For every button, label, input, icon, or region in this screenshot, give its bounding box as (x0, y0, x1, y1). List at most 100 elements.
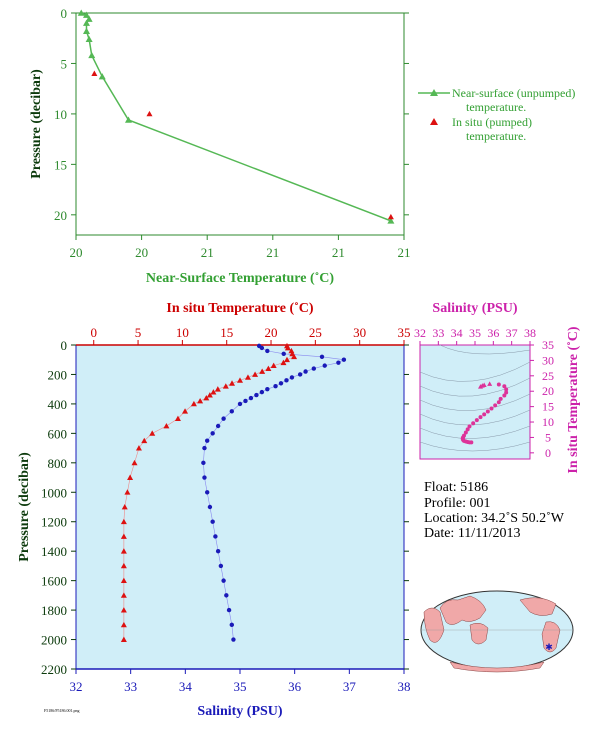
near-surface-y-ticks: 0 5 10 15 20 (54, 6, 409, 223)
temperature-point (203, 395, 210, 401)
salinity-point (341, 357, 347, 362)
near-surface-marks (77, 9, 395, 224)
salinity-point (265, 386, 270, 392)
near-surface-x-tick-label: 21 (332, 245, 345, 260)
ts-y-tick-label: 25 (542, 369, 554, 383)
temperature-point (120, 562, 127, 569)
temperature-point (210, 389, 217, 395)
ts-title: Salinity (PSU) (432, 301, 518, 316)
pressure-tick-label: 2200 (41, 662, 67, 677)
salinity-tick-label: 38 (398, 679, 411, 694)
salinity-point (273, 384, 278, 389)
pressure-tick-label: 1600 (41, 574, 67, 589)
salinity-point (311, 366, 316, 371)
legend-label-unpumped-line1: Near-surface (unpumped) (452, 86, 575, 100)
near-surface-y-tick-label: 10 (54, 107, 67, 122)
map-land-australia (469, 622, 489, 645)
ts-contour (419, 361, 531, 382)
ts-y-tick-label: 10 (542, 415, 554, 429)
near-surface-plot-frame (75, 12, 405, 236)
temperature-tick-label: 15 (220, 325, 233, 340)
ts-point (482, 412, 487, 417)
ts-point (471, 421, 476, 426)
salinity-point (224, 593, 229, 598)
in-situ-pumped-point (91, 70, 98, 76)
ts-point (478, 415, 483, 420)
near-surface-unpumped-point (82, 19, 90, 26)
salinity-point (205, 438, 210, 443)
salinity-point (303, 369, 308, 374)
legend-marker-unpumped (430, 89, 438, 96)
salinity-tick-label: 36 (288, 679, 302, 694)
ts-point (502, 393, 507, 398)
in-situ-pumped-point (146, 110, 153, 117)
temperature-point (124, 489, 131, 495)
legend-label-pumped-line1: In situ (pumped) (452, 115, 532, 129)
salinity-point (202, 445, 207, 451)
salinity-tick-label: 33 (124, 679, 137, 694)
temperature-point (120, 518, 127, 525)
ts-x-tick-label: 37 (506, 326, 518, 340)
pressure-axis-title: Pressure (decibar) (17, 452, 32, 562)
salinity-point (297, 372, 303, 377)
salinity-point (243, 398, 248, 404)
ts-point (467, 424, 472, 429)
in-situ-pumped-point (387, 213, 394, 220)
salinity-point (278, 381, 284, 386)
salinity-point (265, 348, 270, 354)
temperature-point (244, 374, 251, 380)
temperature-point (149, 430, 156, 436)
ts-point (463, 430, 468, 435)
map-land-north-america (519, 597, 557, 616)
ts-y-tick-label: 15 (542, 400, 554, 414)
near-surface-legend: Near-surface (unpumped) temperature. In … (418, 86, 578, 143)
ts-density-contours (419, 344, 531, 452)
pressure-tick-label: 400 (48, 397, 68, 412)
salinity-tick-label: 37 (343, 679, 357, 694)
salinity-point (289, 375, 295, 380)
ts-y-tick-label: 0 (545, 446, 551, 460)
salinity-point (213, 534, 218, 539)
ts-point (504, 387, 509, 392)
ts-y-tick-label: 5 (545, 430, 551, 444)
temperature-point (135, 445, 142, 451)
temperature-point (237, 377, 243, 383)
ts-point (485, 409, 490, 414)
ts-point (493, 403, 498, 408)
map-land-south-america (541, 621, 561, 653)
near-surface-unpumped-point (88, 51, 96, 59)
pressure-tick-label: 800 (48, 456, 68, 471)
ts-y-axis-title: In situ Temperature (˚C) (566, 326, 581, 473)
temperature-tick-label: 35 (398, 325, 411, 340)
profile-marks (120, 342, 347, 642)
pressure-tick-label: 1400 (41, 544, 67, 559)
temperature-point (214, 386, 221, 392)
temperature-point (182, 408, 189, 414)
near-surface-y-axis-title: Pressure (decibar) (29, 69, 44, 179)
legend-label-unpumped: Near-surface (unpumped) temperature. (452, 86, 578, 114)
temperature-point (190, 400, 197, 407)
float-position-marker: ✱ (545, 642, 553, 652)
salinity-point (336, 360, 341, 365)
near-surface-y-tick-label: 15 (54, 157, 67, 172)
temperature-tick-label: 5 (135, 325, 142, 340)
temperature-point (127, 474, 134, 480)
salinity-point (281, 351, 286, 357)
temperature-point (120, 533, 127, 539)
near-surface-x-tick-label: 21 (266, 245, 279, 260)
temperature-point (120, 636, 127, 642)
ts-point (481, 382, 487, 388)
near-surface-unpumped-point (82, 27, 90, 34)
ts-y-tick-label: 35 (542, 338, 554, 352)
ts-plot-background (419, 344, 531, 460)
salinity-point (205, 490, 210, 495)
near-surface-x-tick-label: 21 (398, 245, 411, 260)
ts-point (465, 427, 470, 432)
temperature-point (283, 356, 290, 363)
salinity-point (259, 389, 265, 395)
salinity-point (218, 563, 224, 569)
temperature-tick-label: 30 (353, 325, 366, 340)
temperature-point (120, 548, 127, 554)
